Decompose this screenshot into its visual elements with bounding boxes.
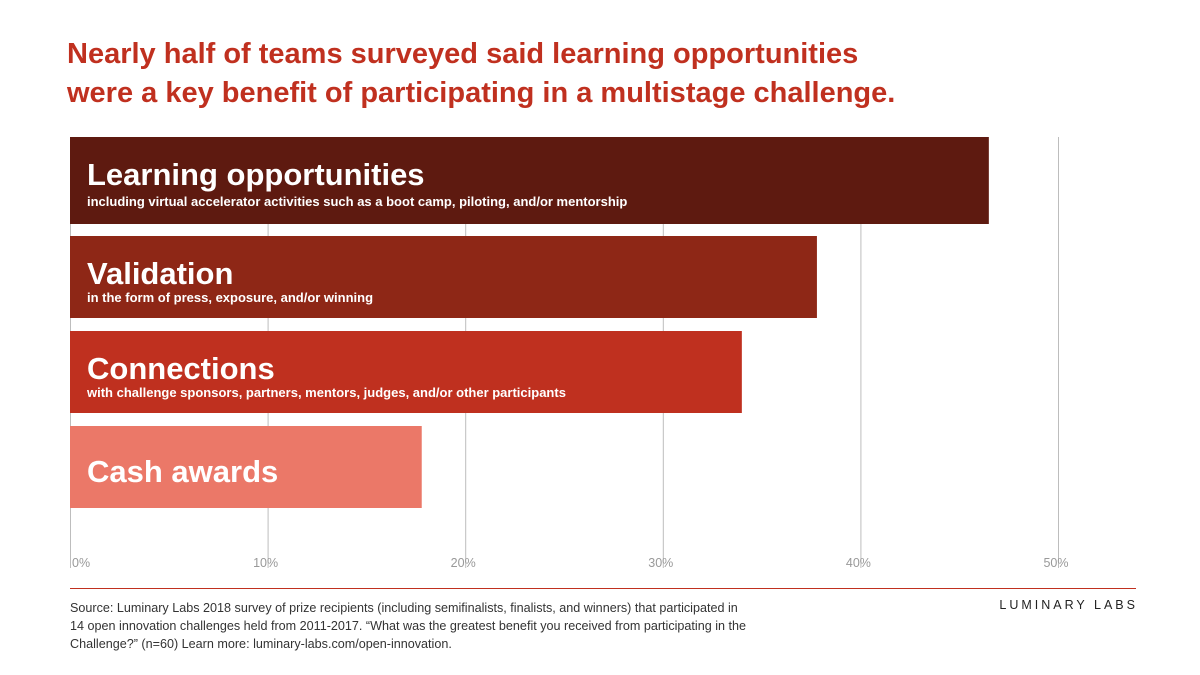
x-tick-label: 30% [648,556,673,570]
bar-chart: Learning opportunities including virtual … [70,137,1069,570]
x-tick-label: 0% [72,556,90,570]
bar-sublabel: with challenge sponsors, partners, mento… [86,385,566,400]
bar [70,137,989,224]
bar-label: Cash awards [87,454,278,489]
bar [70,426,422,508]
chart-title-line-1: Nearly half of teams surveyed said learn… [67,38,859,70]
bar-label: Learning opportunities [87,157,425,192]
source-line-3: Challenge?” (n=60) Learn more: luminary-… [70,637,452,651]
bar-labels: Learning opportunities including virtual … [86,157,627,489]
chart-title-line-2: were a key benefit of participating in a… [67,77,896,109]
bar [70,236,817,318]
x-tick-label: 20% [451,556,476,570]
bar-label: Validation [87,256,233,291]
x-tick-label: 50% [1043,556,1068,570]
source-note: Source: Luminary Labs 2018 survey of pri… [70,599,870,653]
x-tick-label: 10% [253,556,278,570]
x-tick-label: 40% [846,556,871,570]
bar-sublabel: including virtual accelerator activities… [87,194,627,209]
bar [70,331,742,413]
bar-label: Connections [87,351,275,386]
footer-divider [70,588,1136,589]
bars [70,137,989,508]
bar-sublabel: in the form of press, exposure, and/or w… [87,290,373,305]
source-line-1: Source: Luminary Labs 2018 survey of pri… [70,601,738,615]
x-axis-ticks: 0% 10% 20% 30% 40% 50% [72,556,1069,570]
chart-title: Nearly half of teams surveyed said learn… [67,35,1167,113]
brand-logo: LUMINARY LABS [999,598,1138,612]
source-line-2: 14 open innovation challenges held from … [70,619,747,633]
